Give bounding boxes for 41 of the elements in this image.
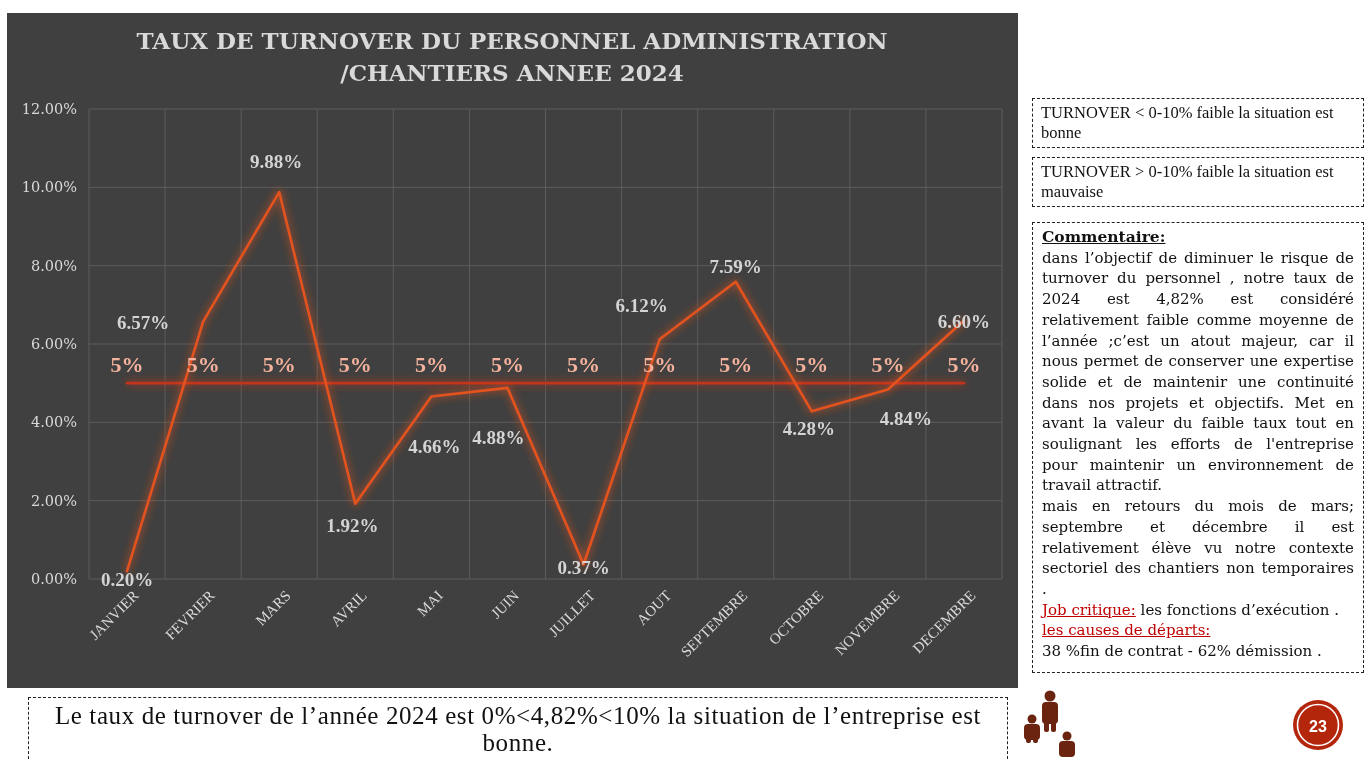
data-label: 5% xyxy=(947,351,981,377)
data-label: 1.92% xyxy=(326,514,379,536)
y-tick-label: 8.00% xyxy=(30,257,77,274)
data-label: 5% xyxy=(338,351,372,377)
text: Job critique: xyxy=(1042,600,1136,619)
data-label: 9.88% xyxy=(250,150,303,172)
chart-title: TAUX DE TURNOVER DU PERSONNEL ADMINISTRATION /CHANTIERS ANNEE 2024 xyxy=(136,27,888,86)
data-label: 5% xyxy=(414,351,448,377)
text: dans l’objectif de diminuer le risque de turnover du personnel , notre taux de 2024 est 4,82% est considéré relativement faible comme moyenne de l’année ;c’est un atout majeur, car il nous permet de conserver une expertise solide et de maintenir une continuité dans nos projets et objectifs. Met en avant la valeur du faible taux tout en soulignant les efforts de l'entreprise pour maintenir un environnement de travail attractif. xyxy=(1042,248,1354,495)
text: 38 %fin de contrat - 62% démission . xyxy=(1042,641,1323,662)
y-tick-label: 6.00% xyxy=(30,336,77,352)
y-tick-label: 2.00% xyxy=(30,492,77,509)
text: Commentaire: xyxy=(1042,227,1167,248)
data-label: 7.59% xyxy=(709,255,762,277)
data-label: 4.66% xyxy=(408,435,461,457)
data-label: 5% xyxy=(719,351,753,377)
data-label: 5% xyxy=(262,351,296,377)
data-label: 6.12% xyxy=(615,294,668,316)
data-label: 5% xyxy=(871,351,905,377)
data-label: 5% xyxy=(567,351,601,377)
data-label: 5% xyxy=(490,351,524,377)
data-label: 6.60% xyxy=(937,310,991,331)
data-label: 5% xyxy=(110,351,144,377)
y-tick-label: 0.00% xyxy=(30,571,77,587)
data-label: 6.57% xyxy=(117,311,170,333)
data-label: 4.88% xyxy=(472,426,525,448)
y-tick-label: 4.00% xyxy=(30,414,77,431)
data-label: 4.84% xyxy=(879,407,932,429)
text: 23 xyxy=(1309,717,1327,735)
text: mais en retours du mois de mars; septembre et décembre il est relativement élève vu notre contexte sectoriel des chantiers non temporaires . xyxy=(1042,496,1354,600)
text: Le taux de turnover de l’année 2024 est 0%<4,82%<10% la situation de l’entreprise est bonne. xyxy=(28,697,1008,759)
data-label: 0.20% xyxy=(100,568,154,590)
y-tick-label: 12.00% xyxy=(21,101,77,117)
text: TURNOVER > 0-10% faible la situation est mauvaise xyxy=(1032,157,1364,207)
text: les causes de départs: xyxy=(1042,620,1212,642)
y-tick-label: 10.00% xyxy=(21,179,77,196)
data-label: 5% xyxy=(795,351,829,377)
data-label: 0.37% xyxy=(557,556,610,578)
data-label: 4.28% xyxy=(782,417,835,439)
text: TURNOVER < 0-10% faible la situation est bonne xyxy=(1032,98,1364,148)
text: les fonctions d’exécution . xyxy=(1139,600,1340,619)
